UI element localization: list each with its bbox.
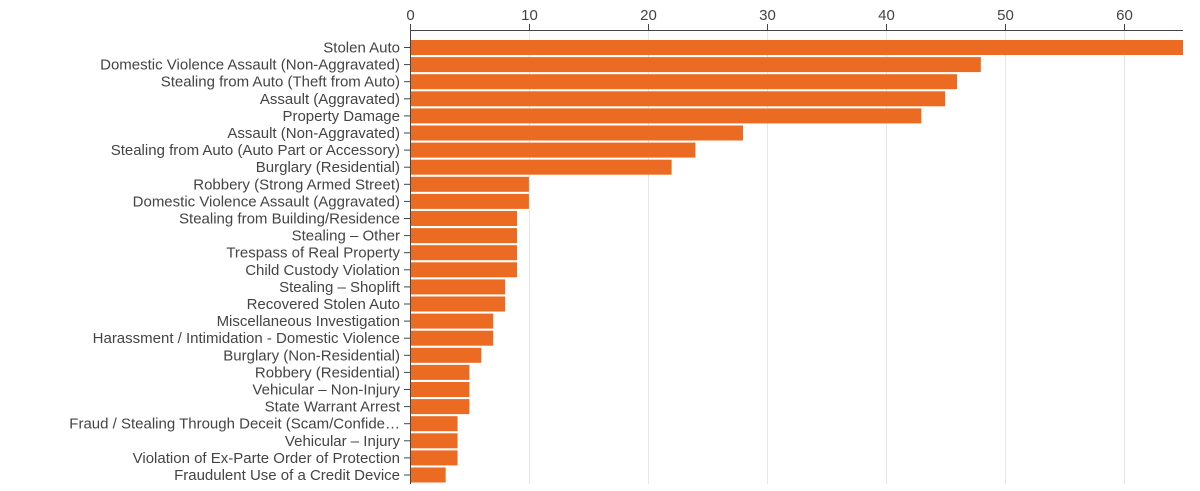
x-tick-label: 40: [878, 7, 895, 24]
category-label: Recovered Stolen Auto: [247, 296, 400, 313]
bar-1[interactable]: [410, 57, 981, 73]
category-label: Burglary (Residential): [256, 159, 400, 176]
x-tick-label: 30: [759, 7, 776, 24]
category-label: Harassment / Intimidation - Domestic Vio…: [93, 330, 400, 347]
bar-11[interactable]: [410, 228, 518, 244]
category-label: Miscellaneous Investigation: [217, 313, 400, 330]
category-label: Stealing from Building/Residence: [179, 211, 400, 228]
x-tick-label: 10: [521, 7, 538, 24]
bar-7[interactable]: [410, 159, 672, 175]
category-label: Assault (Non-Aggravated): [227, 125, 400, 142]
category-label: Domestic Violence Assault (Non-Aggravate…: [100, 57, 400, 74]
category-label: Fraud / Stealing Through Deceit (Scam/Co…: [69, 416, 400, 433]
bar-8[interactable]: [410, 176, 529, 192]
category-label: Trespass of Real Property: [226, 245, 400, 262]
bar-layer: [410, 40, 1183, 483]
bar-24[interactable]: [410, 450, 458, 466]
bar-5[interactable]: [410, 125, 743, 141]
category-label: Stolen Auto: [323, 40, 400, 57]
category-label: Property Damage: [282, 108, 400, 125]
category-label: Stealing – Other: [292, 228, 400, 245]
bar-17[interactable]: [410, 330, 494, 346]
bar-19[interactable]: [410, 364, 470, 380]
bar-18[interactable]: [410, 347, 482, 363]
category-label: Domestic Violence Assault (Aggravated): [133, 193, 400, 210]
bar-3[interactable]: [410, 91, 946, 107]
category-label: Violation of Ex-Parte Order of Protectio…: [133, 450, 400, 467]
bar-16[interactable]: [410, 313, 494, 329]
category-label: Child Custody Violation: [245, 262, 400, 279]
x-tick-label: 20: [640, 7, 657, 24]
category-label: Burglary (Non-Residential): [223, 347, 400, 364]
bar-2[interactable]: [410, 74, 958, 90]
bar-6[interactable]: [410, 142, 696, 158]
bar-9[interactable]: [410, 193, 529, 209]
category-label: Robbery (Residential): [255, 364, 400, 381]
category-label: Vehicular – Injury: [285, 433, 401, 450]
bar-10[interactable]: [410, 211, 518, 226]
category-label: Robbery (Strong Armed Street): [193, 176, 400, 193]
bar-4[interactable]: [410, 108, 922, 124]
category-label: Assault (Aggravated): [260, 91, 400, 108]
bar-25[interactable]: [410, 467, 446, 483]
x-tick-label: 0: [406, 7, 414, 24]
bar-15[interactable]: [410, 296, 506, 312]
x-axis: 0 10 20 30 40 50 60: [406, 7, 1183, 31]
bar-22[interactable]: [410, 416, 458, 432]
category-label: Stealing from Auto (Theft from Auto): [161, 74, 400, 91]
bar-21[interactable]: [410, 399, 470, 415]
category-label: Fraudulent Use of a Credit Device: [174, 467, 400, 484]
bar-20[interactable]: [410, 382, 470, 397]
bar-13[interactable]: [410, 262, 518, 278]
bar-12[interactable]: [410, 245, 518, 261]
category-label: Vehicular – Non-Injury: [252, 382, 400, 399]
bar-23[interactable]: [410, 433, 458, 449]
category-label: Stealing from Auto (Auto Part or Accesso…: [111, 142, 400, 159]
bar-0[interactable]: [410, 40, 1183, 55]
category-label: Stealing – Shoplift: [279, 279, 401, 296]
x-tick-label: 60: [1116, 7, 1133, 24]
category-label: State Warrant Arrest: [265, 399, 401, 416]
bar-14[interactable]: [410, 279, 506, 295]
x-tick-label: 50: [997, 7, 1014, 24]
